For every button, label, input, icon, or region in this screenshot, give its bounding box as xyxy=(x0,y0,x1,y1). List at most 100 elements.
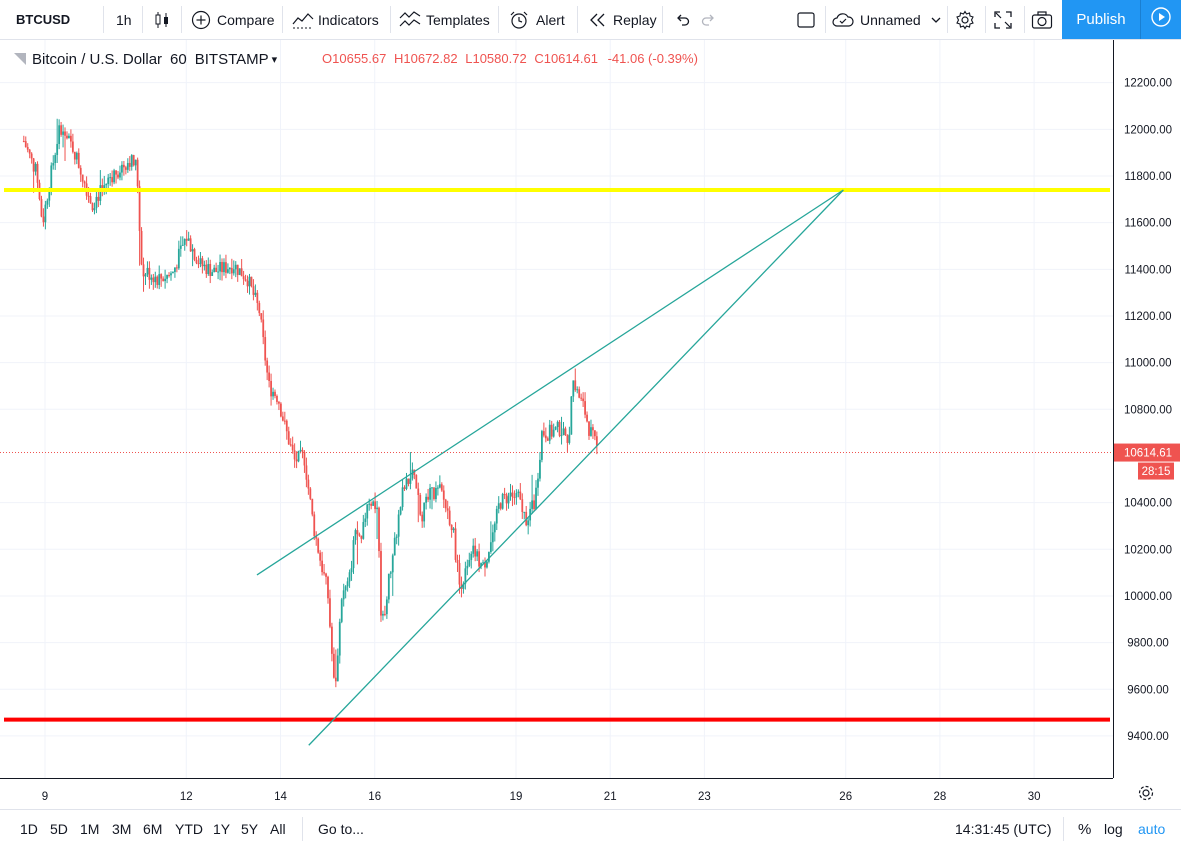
candle-body xyxy=(199,258,202,264)
candle-body xyxy=(101,185,104,189)
candle-body xyxy=(407,478,410,484)
candle-body xyxy=(535,487,537,510)
candle-body xyxy=(466,565,469,569)
range-1d[interactable]: 1D xyxy=(20,821,38,837)
candle-body xyxy=(227,269,229,273)
range-1y[interactable]: 1Y xyxy=(213,821,231,837)
candle-body xyxy=(572,380,575,397)
candle-body xyxy=(560,435,563,437)
candle-body xyxy=(56,143,59,155)
candle-body xyxy=(588,421,590,436)
candle-body xyxy=(364,518,367,522)
candle-body xyxy=(595,436,598,446)
y-tick-label: 11800.00 xyxy=(1124,171,1171,183)
candle-body xyxy=(582,398,585,402)
last-price-badge xyxy=(1114,443,1180,462)
chart-style-button[interactable] xyxy=(153,0,171,39)
candle-body xyxy=(387,573,390,600)
replay-button[interactable]: Replay xyxy=(588,0,657,39)
candle-body xyxy=(464,568,467,584)
candle-body xyxy=(42,216,45,223)
play-circle-icon xyxy=(1150,6,1172,33)
candle-body xyxy=(374,501,376,510)
publish-button[interactable]: Publish xyxy=(1062,0,1140,39)
candle-body xyxy=(368,503,371,505)
interval-selector[interactable]: 1h xyxy=(116,11,132,28)
candle-body xyxy=(52,163,55,166)
candle-body xyxy=(117,174,119,178)
undo-button[interactable] xyxy=(674,0,690,39)
candle-body xyxy=(221,262,223,273)
ohlc-values: O10655.67 H10672.82 L10580.72 C10614.61 … xyxy=(322,51,698,66)
plus-circle-icon xyxy=(191,10,211,30)
range-5d[interactable]: 5D xyxy=(50,821,68,837)
candle-body xyxy=(130,155,133,167)
candle-body xyxy=(203,264,206,267)
alert-button[interactable]: Alert xyxy=(508,0,565,39)
candle-body xyxy=(73,151,76,160)
candle-body xyxy=(283,420,286,422)
chevron-down-icon[interactable]: ▾ xyxy=(271,53,278,66)
price-chart[interactable]: 12200.00 12000.00 11800.00 11600.00 11400.00… xyxy=(0,40,1181,809)
candle-body xyxy=(340,599,343,622)
symbol-search[interactable]: BTCUSD xyxy=(16,12,71,27)
snapshot-button[interactable] xyxy=(1031,0,1053,39)
range-1m[interactable]: 1M xyxy=(80,821,100,837)
log-toggle[interactable]: log xyxy=(1104,821,1123,837)
candle-body xyxy=(344,586,347,591)
y-tick-label: 10200.00 xyxy=(1124,544,1172,556)
candle-body xyxy=(138,186,141,231)
candle-body xyxy=(201,258,204,267)
y-tick-label: 12000.00 xyxy=(1124,124,1172,136)
utc-clock[interactable]: 14:31:45 (UTC) xyxy=(955,821,1052,837)
candle-body xyxy=(425,496,428,503)
indicators-button[interactable]: Indicators xyxy=(292,0,379,39)
range-ytd[interactable]: YTD xyxy=(175,821,203,837)
templates-button[interactable]: Templates xyxy=(399,0,490,39)
fullscreen-rect-button[interactable] xyxy=(796,0,816,39)
candle-body xyxy=(250,276,253,287)
candle-body xyxy=(537,478,539,488)
layout-button[interactable]: Unnamed xyxy=(831,0,941,39)
axis-settings-gear-icon[interactable] xyxy=(1138,785,1154,801)
candle-body xyxy=(46,200,49,205)
x-tick-label: 21 xyxy=(604,791,617,803)
candle-body xyxy=(158,274,161,285)
candle-body xyxy=(327,576,329,599)
candle-body xyxy=(554,426,557,430)
candle-body xyxy=(319,552,322,561)
candle-body xyxy=(299,449,302,451)
candle-body xyxy=(105,183,108,186)
candle-body xyxy=(156,276,159,285)
candle-body xyxy=(329,598,331,627)
range-6m[interactable]: 6M xyxy=(143,821,163,837)
candle-body xyxy=(172,272,174,274)
range-all[interactable]: All xyxy=(270,821,286,837)
percent-toggle[interactable]: % xyxy=(1078,820,1092,838)
candle-body xyxy=(240,268,243,277)
candle-body xyxy=(542,431,545,436)
fullscreen-button[interactable] xyxy=(993,0,1013,39)
expand-icon xyxy=(993,10,1013,30)
redo-button[interactable] xyxy=(701,0,717,39)
candle-body xyxy=(515,493,518,498)
candle-body xyxy=(122,164,125,168)
candle-body xyxy=(489,542,492,553)
candle-body xyxy=(307,479,310,489)
settings-button[interactable] xyxy=(955,0,975,39)
candle-body xyxy=(358,534,361,536)
compare-button[interactable]: Compare xyxy=(191,0,275,39)
divider xyxy=(181,6,182,33)
y-tick-label: 10000.00 xyxy=(1124,591,1172,603)
auto-toggle[interactable]: auto xyxy=(1138,821,1166,837)
alert-label: Alert xyxy=(536,11,565,28)
play-button[interactable] xyxy=(1140,0,1181,39)
candle-body xyxy=(586,414,588,422)
goto-button[interactable]: Go to... xyxy=(318,821,364,837)
range-5y[interactable]: 5Y xyxy=(241,821,259,837)
range-3m[interactable]: 3M xyxy=(112,821,132,837)
candle-body xyxy=(362,521,365,539)
candle-body xyxy=(566,435,569,443)
y-tick-label: 11000.00 xyxy=(1124,358,1171,370)
candle-body xyxy=(58,125,61,144)
